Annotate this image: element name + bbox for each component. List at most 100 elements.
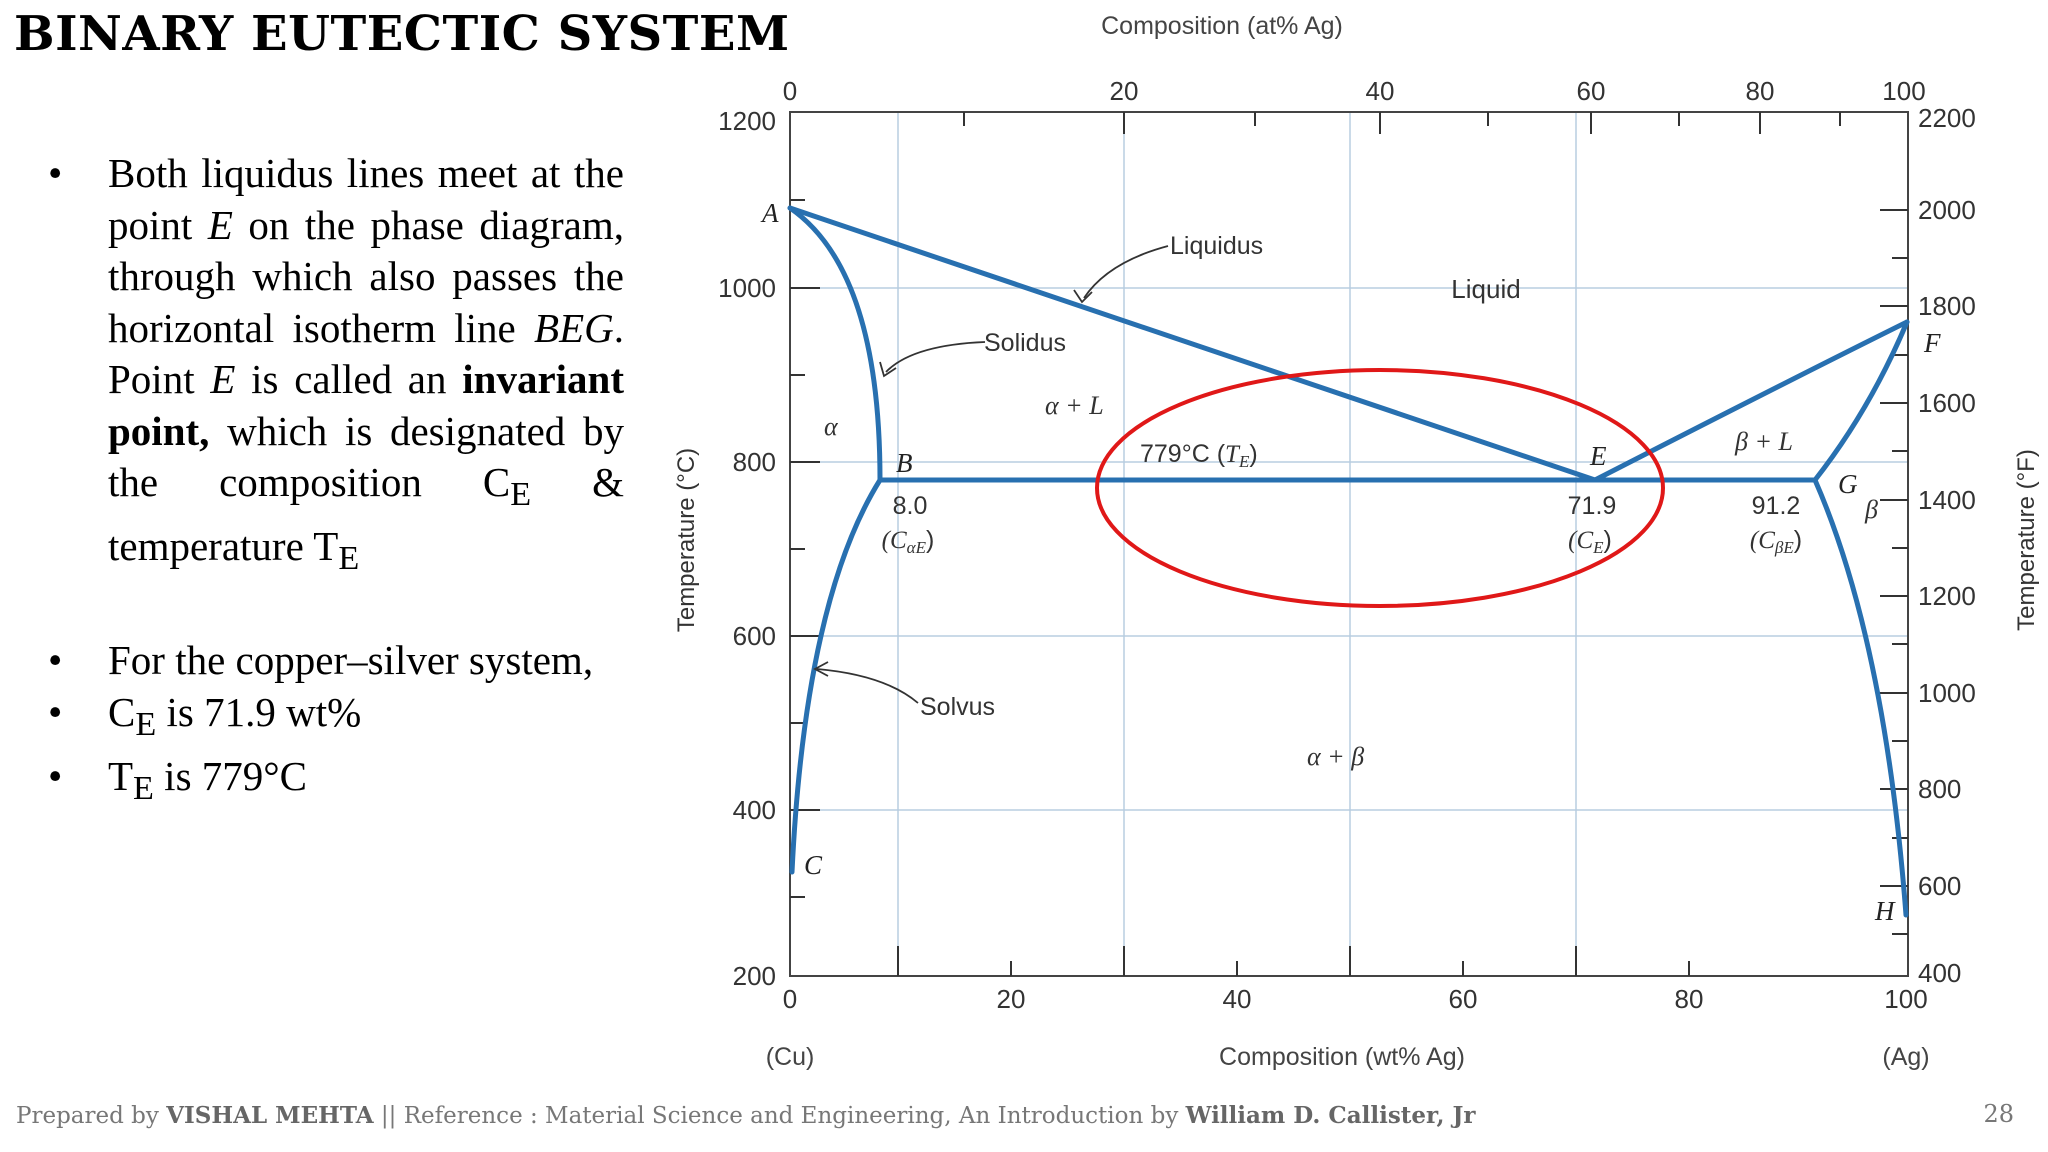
left-axis-title: Temperature (°C) [673,448,700,632]
right-tick-1000: 1000 [1918,678,1976,708]
point-b: B [896,448,913,478]
bullet-list: Both liquidus lines meet at the point E … [44,148,624,814]
phase-lines [787,205,1910,918]
g-comp-close: ) [1794,526,1802,554]
top-tick-80: 80 [1746,76,1775,106]
alpha-beta-label: α + β [1307,742,1364,771]
solvus-label: Solvus [920,693,995,721]
left-tick-1000: 1000 [718,273,776,303]
bottom-tick-100: 100 [1884,984,1927,1014]
left-tick-1200: 1200 [718,106,776,136]
point-e: E [1589,441,1607,471]
left-tick-labels: 1200 1000 800 600 400 200 [718,106,776,991]
b4-post: is 779°C [153,752,308,799]
bottom-tick-labels: 0 20 40 60 80 100 [783,984,1928,1014]
b-comp-sub: αE [907,538,927,557]
top-tick-40: 40 [1366,76,1395,106]
right-axis-title: Temperature (°F) [2013,449,2040,631]
b1-point-e: E [207,201,233,248]
slide-title: BINARY EUTECTIC SYSTEM [14,6,790,62]
left-tick-800: 800 [733,447,776,477]
right-tick-2200: 2200 [1918,103,1976,133]
b-comp-c: (C [882,527,907,554]
e-composition: 71.9 [1568,492,1617,520]
footer-reference: || Reference : Material Science and Engi… [373,1103,1186,1129]
bullet-invariant-point: Both liquidus lines meet at the point E … [44,148,624,584]
ag-label: (Ag) [1882,1043,1929,1071]
bottom-tick-20: 20 [997,984,1026,1014]
point-f: F [1923,328,1941,358]
right-tick-400: 400 [1918,958,1961,988]
solvus-line-left [789,477,883,875]
left-tick-200: 200 [733,961,776,991]
b1-sub-1: E [510,476,532,514]
right-tick-1800: 1800 [1918,291,1976,321]
b4-sub: E [133,769,154,807]
region-labels: Liquidus Solidus Solvus Liquid α α + L β… [824,232,1878,771]
right-tick-800: 800 [1918,774,1961,804]
e-comp-close: ) [1604,526,1612,554]
top-axis-title: Composition (at% Ag) [1101,12,1343,40]
bullet-te: TE is 779°C [44,751,624,815]
b-composition: 8.0 [893,492,928,520]
point-c: C [804,850,823,880]
right-tick-1200: 1200 [1918,581,1976,611]
b1-text-2: on the phase diagram, through which also… [108,201,624,351]
b1-sub-2: E [338,539,360,577]
composition-labels: 8.0 (CαE) 71.9 (CE) 91.2 (CβE) [882,492,1802,557]
alpha-label: α [824,412,839,441]
annotation-arrows [813,245,1169,704]
b-comp-close: ) [926,526,934,554]
left-tick-600: 600 [733,621,776,651]
bottom-tick-40: 40 [1223,984,1252,1014]
b1-text-1: Both liquidus lines meet at the point [108,150,624,248]
top-tick-60: 60 [1577,76,1606,106]
bottom-tick-0: 0 [783,984,797,1014]
liquid-label: Liquid [1451,274,1520,304]
te-subscript: E [1238,452,1250,471]
point-labels: A B C E F G H [760,198,1941,926]
page-number: 28 [1983,1100,2014,1128]
te-label: 779°C (TE) [1140,440,1258,471]
bullet-cu-ag-system: For the copper–silver system, [44,635,624,687]
liquidus-line-left [787,205,1598,483]
bottom-tick-60: 60 [1449,984,1478,1014]
te-close: ) [1249,440,1257,468]
b3-pre: C [108,688,136,735]
right-tick-2000: 2000 [1918,195,1976,225]
alpha-l-label: α + L [1045,391,1104,420]
right-tick-1400: 1400 [1918,485,1976,515]
footer-reference-author: William D. Callister, Jr [1185,1102,1476,1129]
footer-author: VISHAL MEHTA [166,1102,374,1129]
tick-marks [790,112,1908,976]
point-g: G [1838,469,1858,499]
grid [790,112,1908,976]
b1-text-4: is called an [235,356,463,402]
te-symbol: T [1225,441,1241,468]
g-composition: 91.2 [1752,492,1801,520]
liquidus-line-right [1592,319,1910,483]
solidus-line-left [787,205,883,483]
b1-text-5: which is designated by the composition C [108,407,624,506]
e-comp-symbol: (CE) [1568,526,1612,557]
b3-sub: E [135,706,157,744]
beta-label: β [1864,495,1878,524]
left-tick-400: 400 [733,795,776,825]
right-tick-labels: 2200 2000 1800 1600 1400 1200 1000 800 6… [1918,103,1976,988]
plot-frame [789,111,1909,977]
b1-beg: BEG [534,304,614,351]
b3-post: is 71.9 wt% [156,688,362,735]
g-comp-c: (C [1750,527,1775,554]
bullet-ce: CE is 71.9 wt% [44,687,624,751]
b1-text-3: . Point [108,304,624,403]
e-comp-sub: E [1592,538,1604,557]
footer: Prepared by VISHAL MEHTA || Reference : … [16,1102,1476,1129]
g-comp-symbol: (CβE) [1750,526,1802,557]
footer-prepared-by: Prepared by [16,1103,167,1129]
point-a: A [760,198,779,228]
b1-invariant-point: invariant point, [108,356,624,454]
b-comp-symbol: (CαE) [882,526,935,557]
top-tick-20: 20 [1110,76,1139,106]
point-h: H [1874,896,1896,926]
